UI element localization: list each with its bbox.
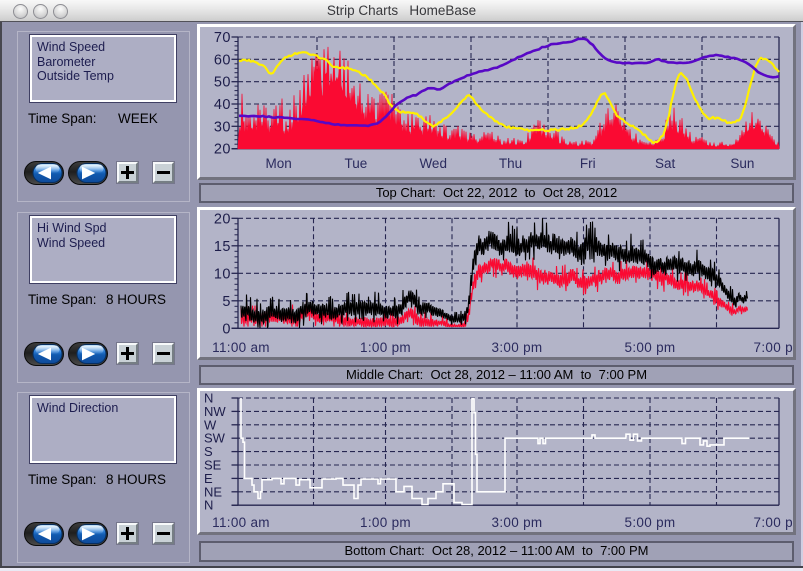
svg-text:Fri: Fri [580, 156, 596, 171]
svg-text:3:00 pm: 3:00 pm [492, 515, 543, 530]
svg-text:Sun: Sun [730, 156, 754, 171]
svg-text:5:00 pm: 5:00 pm [625, 515, 676, 530]
svg-text:5:00 pm: 5:00 pm [625, 340, 676, 355]
svg-text:Tue: Tue [345, 156, 368, 171]
svg-text:1:00 pm: 1:00 pm [360, 340, 411, 355]
svg-text:15: 15 [214, 239, 231, 255]
svg-text:70: 70 [214, 30, 231, 46]
svg-text:11:00 am: 11:00 am [212, 340, 270, 355]
svg-text:11:00 am: 11:00 am [212, 515, 270, 530]
svg-text:Wed: Wed [419, 156, 447, 171]
svg-text:60: 60 [214, 52, 231, 68]
svg-text:40: 40 [214, 97, 231, 113]
svg-text:20: 20 [214, 211, 231, 227]
svg-text:NW: NW [204, 404, 226, 419]
svg-text:N: N [204, 391, 213, 406]
svg-text:Sat: Sat [655, 156, 676, 171]
svg-text:1:00 pm: 1:00 pm [360, 515, 411, 530]
svg-text:3:00 pm: 3:00 pm [492, 340, 543, 355]
svg-text:N: N [204, 498, 213, 513]
svg-text:SW: SW [204, 431, 226, 446]
svg-text:10: 10 [214, 266, 231, 282]
svg-text:Mon: Mon [265, 156, 291, 171]
svg-text:7:00 pm: 7:00 pm [754, 515, 793, 530]
svg-text:50: 50 [214, 75, 231, 91]
svg-text:NE: NE [204, 484, 222, 499]
svg-text:E: E [204, 471, 213, 486]
svg-text:5: 5 [222, 294, 231, 310]
svg-text:SE: SE [204, 458, 222, 473]
svg-text:S: S [204, 444, 213, 459]
svg-text:30: 30 [214, 119, 231, 135]
svg-text:Thu: Thu [499, 156, 522, 171]
svg-text:0: 0 [222, 321, 231, 337]
svg-text:7:00 pm: 7:00 pm [754, 340, 793, 355]
svg-text:W: W [204, 417, 217, 432]
svg-text:20: 20 [214, 142, 231, 158]
